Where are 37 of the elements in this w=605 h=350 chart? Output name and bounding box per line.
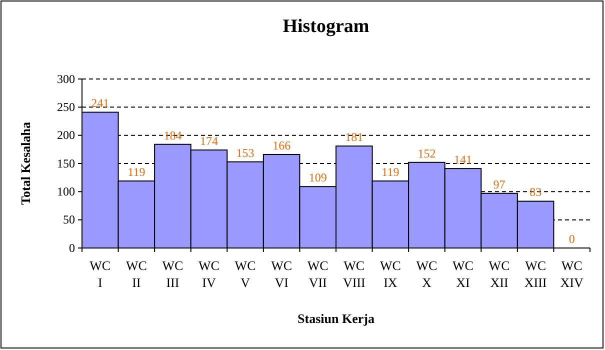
y-tick-label: 150 <box>57 156 75 170</box>
x-tick-label: WC XIV <box>560 258 584 290</box>
data-label: 166 <box>272 138 291 152</box>
x-tick-label: WC III <box>162 258 184 290</box>
y-tick-label: 0 <box>69 240 75 255</box>
x-tick-label: WC V <box>234 258 256 290</box>
data-label: 184 <box>164 128 182 142</box>
x-tick-label: WC XI <box>452 258 474 290</box>
x-tick-label: WC XII <box>488 258 510 290</box>
x-tick-label: WC II <box>126 258 147 290</box>
data-label: 174 <box>200 134 218 148</box>
x-tick-label: WC I <box>90 258 111 290</box>
y-tick-label: 200 <box>57 128 75 142</box>
data-label: 119 <box>382 164 400 179</box>
x-tick-label: WC VI <box>271 258 292 290</box>
data-label: 152 <box>418 146 436 160</box>
data-label: 141 <box>454 152 472 167</box>
data-label: 0 <box>568 232 575 246</box>
data-label: 181 <box>345 130 364 144</box>
y-tick-label: 50 <box>63 212 75 227</box>
data-label: 109 <box>308 170 327 185</box>
data-label: 241 <box>91 96 110 110</box>
chart-title: Histogram <box>282 16 370 37</box>
x-tick-label: WC X <box>416 258 438 290</box>
x-axis-title: Stasiun Kerja <box>298 311 375 326</box>
x-tick-label: WC IV <box>198 258 220 290</box>
y-tick-label: 250 <box>57 100 75 114</box>
y-tick-label: 300 <box>57 72 75 86</box>
x-tick-label: WC IX <box>380 258 401 290</box>
data-label: 97 <box>493 177 506 192</box>
x-tick-label: WC XIII <box>524 258 547 290</box>
x-tick-label: WC VIII <box>342 258 366 290</box>
data-label: 119 <box>128 164 146 179</box>
y-tick-label: 100 <box>57 184 75 199</box>
data-label: 153 <box>236 146 254 160</box>
x-tick-label: WC VII <box>307 258 328 290</box>
y-axis-title: Total Kesalaha <box>18 122 33 205</box>
